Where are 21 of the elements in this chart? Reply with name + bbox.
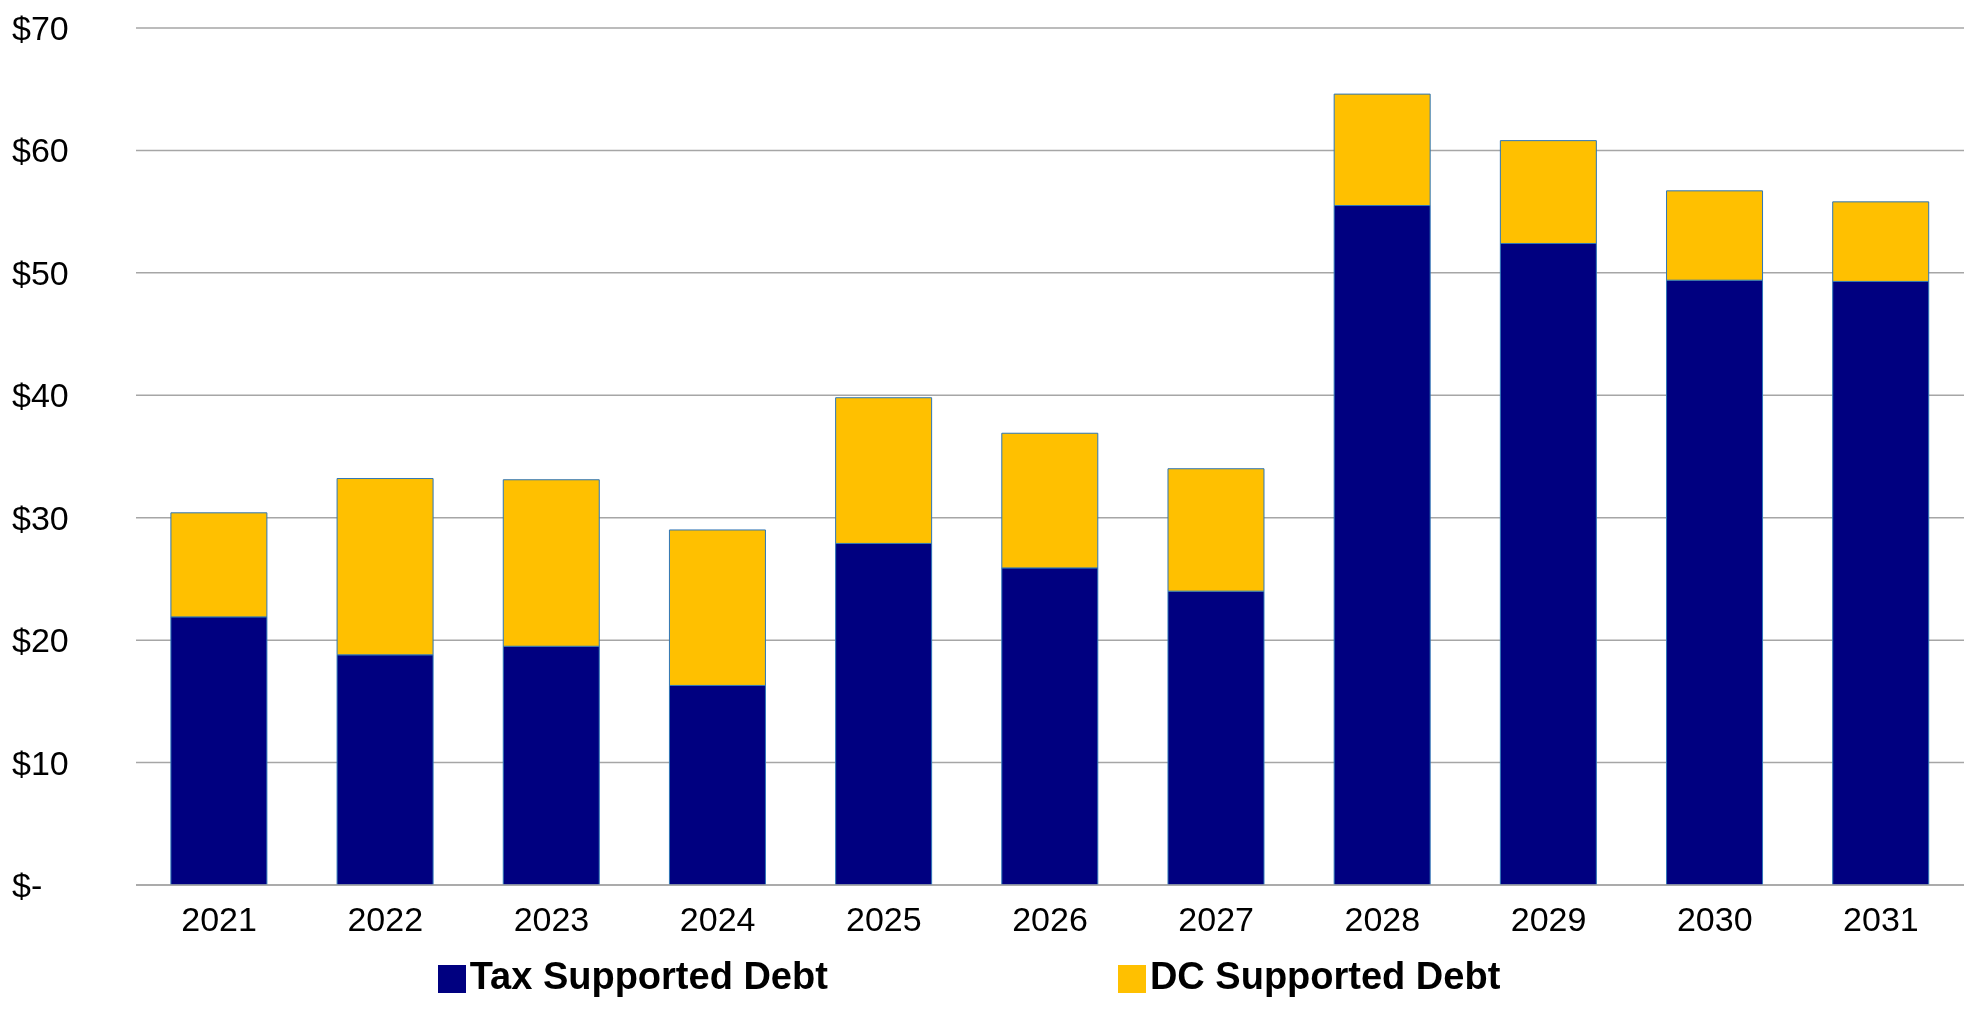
y-tick-label: $40 [12,376,69,415]
x-tick-label: 2028 [1344,900,1421,939]
y-tick-label: $30 [12,498,69,537]
y-tick-label: $20 [12,621,69,660]
x-tick-label: 2024 [679,900,756,939]
x-tick-label: 2025 [846,900,922,939]
x-tick-label: 2026 [1012,900,1088,939]
x-tick-label: 2027 [1178,900,1254,939]
x-tick-label: 2029 [1510,900,1587,939]
y-tick-label: $10 [12,743,69,782]
x-tick-label: 2022 [347,900,424,939]
x-tick-label: 2031 [1843,900,1919,939]
y-tick-label: $- [12,866,43,905]
x-tick-label: 2021 [181,900,257,939]
y-tick-label: $50 [12,253,69,292]
legend-label: DC Supported Debt [1149,955,1501,997]
y-tick-label: $60 [12,131,69,170]
x-tick-label: 2023 [513,900,590,939]
legend-label: Tax Supported Debt [469,955,828,997]
y-tick-label: $70 [12,9,69,48]
x-tick-label: 2030 [1676,900,1753,939]
